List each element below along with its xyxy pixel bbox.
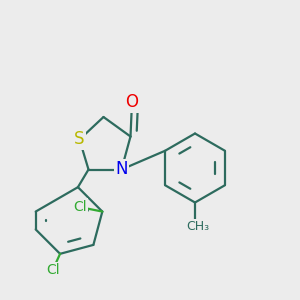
Text: S: S xyxy=(74,130,85,148)
Text: Cl: Cl xyxy=(46,263,59,277)
Text: Cl: Cl xyxy=(73,200,87,214)
Text: CH₃: CH₃ xyxy=(186,220,210,233)
Text: O: O xyxy=(125,93,139,111)
Text: N: N xyxy=(115,160,128,178)
